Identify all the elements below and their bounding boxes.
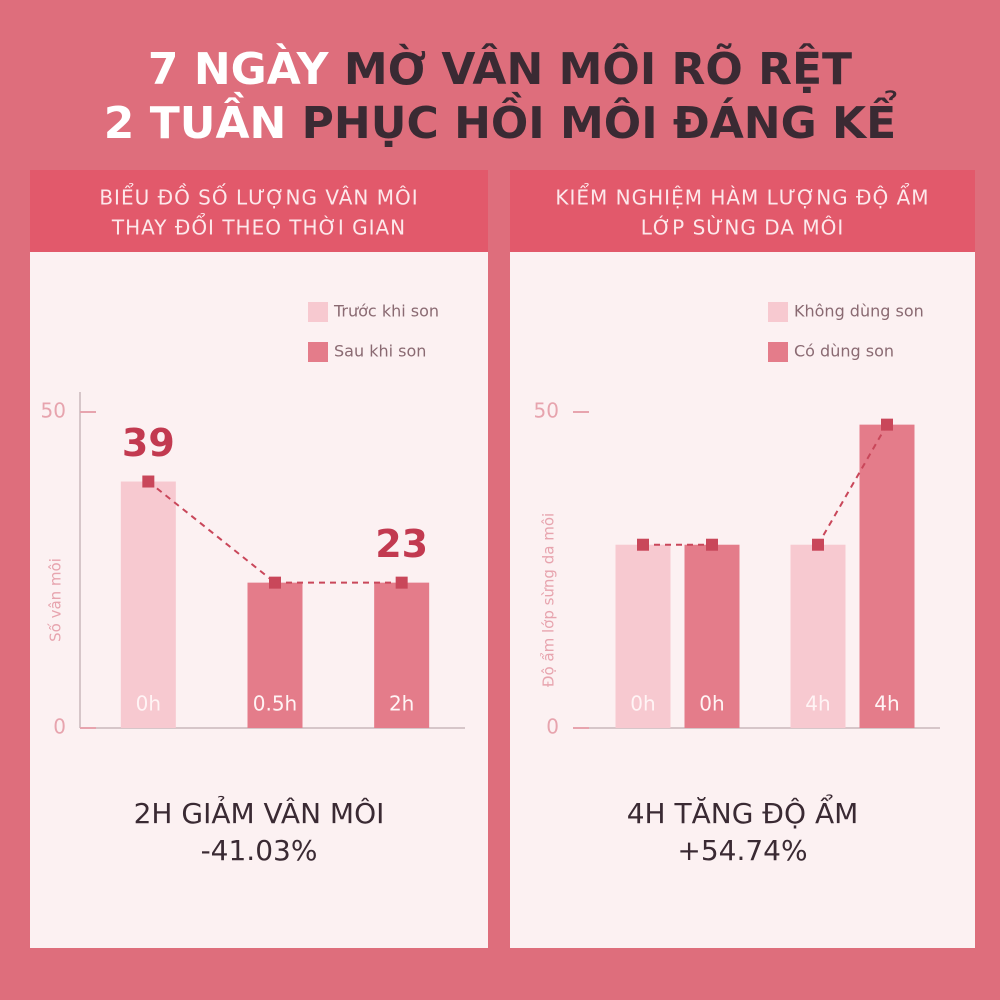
bar [120,481,176,728]
legend-label: Có dùng son [794,342,894,361]
marker [142,475,155,488]
y-tick-label: 0 [53,715,66,739]
category-label: 4h [805,692,830,716]
y-tick-label: 50 [41,399,66,423]
panel-header [510,170,975,252]
marker [637,538,649,551]
panel-header [30,170,488,252]
legend-swatch [308,342,328,362]
result-label: 2H GIẢM VÂN MÔI [134,795,385,830]
category-label: 0.5h [253,692,297,716]
result-change: +54.74% [677,834,807,867]
legend-swatch [768,302,788,322]
bar [374,582,430,728]
trend-line [817,424,888,546]
bar [684,544,740,728]
marker [812,538,824,551]
legend-label: Sau khi son [334,342,426,361]
data-label: 23 [375,522,428,566]
category-label: 4h [874,692,899,716]
panel [30,170,488,948]
marker [395,576,408,589]
category-label: 0h [699,692,724,716]
headline-accent: 7 NGÀY [148,42,330,95]
category-label: 0h [630,692,655,716]
headline-text: PHỤC HỒI MÔI ĐÁNG KỂ [302,89,897,149]
headline: 7 NGÀY MỜ VÂN MÔI RÕ RỆT [148,42,852,95]
y-axis-label: Số vân môi [47,558,65,642]
data-label: 39 [122,421,175,465]
panel-title: KIỂM NGHIỆM HÀM LƯỢNG ĐỘ ẨM [555,184,929,210]
headline-accent: 2 TUẦN [104,91,287,149]
category-label: 2h [389,692,414,716]
bar [615,544,671,728]
result-change: -41.03% [201,834,318,867]
headline-text: MỜ VÂN MÔI RÕ RỆT [344,42,852,95]
y-axis-label: Độ ẩm lớp sừng da môi [540,513,558,687]
panel-title: BIỂU ĐỒ SỐ LƯỢNG VÂN MÔI [99,184,418,210]
legend-swatch [308,302,328,322]
marker [881,418,893,431]
panel-title: THAY ĐỔI THEO THỜI GIAN [111,214,406,240]
legend-label: Không dùng son [794,302,924,321]
marker [706,538,718,551]
headline: 2 TUẦN PHỤC HỒI MÔI ĐÁNG KỂ [104,89,897,149]
marker [269,576,281,589]
bar [790,544,846,728]
legend-swatch [768,342,788,362]
y-tick-label: 50 [534,399,559,423]
bar [859,424,915,728]
panel-title: LỚP SỪNG DA MÔI [641,216,844,240]
result-label: 4H TĂNG ĐỘ ẨM [627,793,859,830]
bar [247,582,303,728]
legend-label: Trước khi son [333,302,439,321]
y-tick-label: 0 [546,715,559,739]
category-label: 0h [136,692,161,716]
trend-line [147,480,276,584]
